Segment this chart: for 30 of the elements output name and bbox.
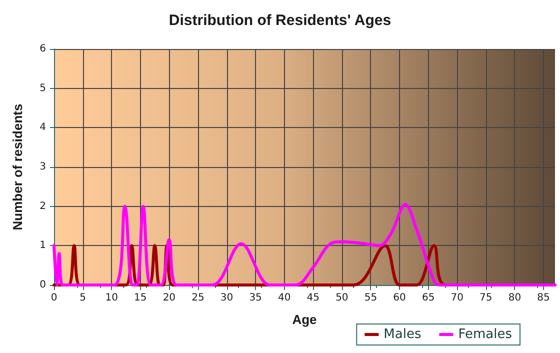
x-tick-label: 85 bbox=[537, 292, 550, 304]
y-tick-label: 0 bbox=[40, 280, 46, 290]
x-tick-label: 35 bbox=[249, 292, 262, 304]
x-tick-label: 55 bbox=[364, 292, 378, 304]
y-axis-title: Number of residents bbox=[10, 104, 25, 230]
x-tick-label: 60 bbox=[393, 292, 406, 304]
x-tick-label: 45 bbox=[306, 292, 320, 304]
x-tick-label: 75 bbox=[480, 292, 492, 304]
y-tick-label: 3 bbox=[40, 162, 46, 172]
y-tick-label: 1 bbox=[40, 240, 46, 252]
x-tick-label: 5 bbox=[80, 292, 86, 304]
x-tick-label: 25 bbox=[192, 292, 204, 304]
x-tick-label: 10 bbox=[105, 292, 118, 304]
y-tick-label: 5 bbox=[40, 82, 46, 94]
y-tick-label: 2 bbox=[40, 200, 46, 212]
x-tick-label: 20 bbox=[162, 292, 176, 304]
x-axis-title: Age bbox=[292, 312, 317, 327]
x-tick-label: 70 bbox=[450, 292, 464, 304]
legend-label: Males bbox=[384, 327, 422, 342]
y-tick-label: 4 bbox=[40, 122, 46, 134]
x-tick-label: 65 bbox=[422, 292, 435, 304]
x-tick-label: 40 bbox=[278, 292, 291, 304]
x-tick-label: 50 bbox=[336, 292, 348, 304]
x-tick-label: 80 bbox=[508, 292, 522, 304]
x-tick-label: 15 bbox=[134, 292, 147, 304]
x-tick-label: 0 bbox=[50, 292, 58, 304]
chart-title: Distribution of Residents' Ages bbox=[168, 12, 392, 29]
legend-label: Females bbox=[458, 327, 512, 342]
y-tick-label: 6 bbox=[40, 44, 46, 54]
x-tick-label: 30 bbox=[220, 292, 234, 304]
